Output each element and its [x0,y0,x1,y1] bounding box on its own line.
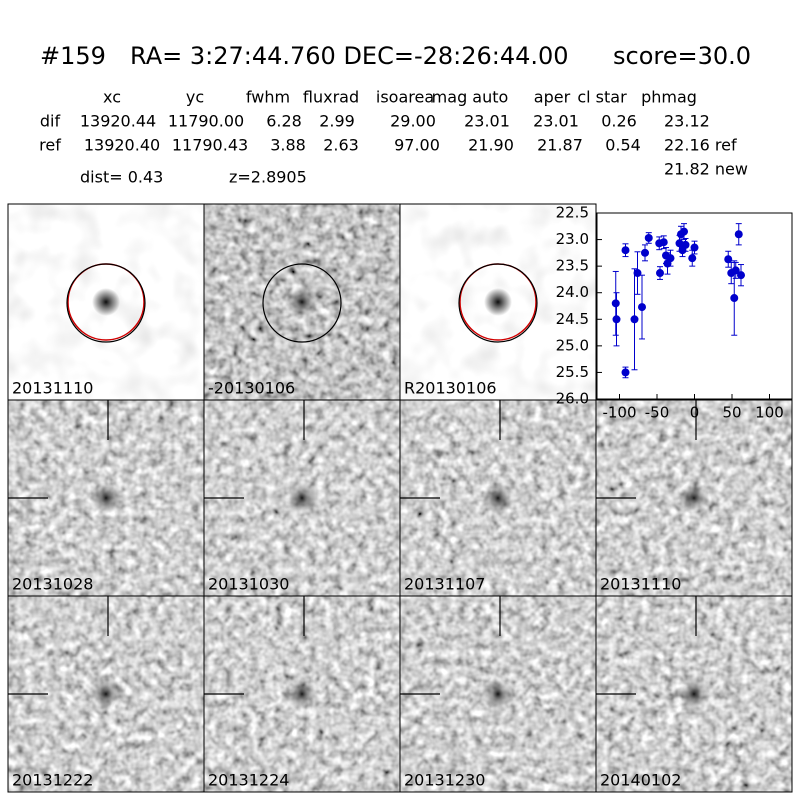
panel-label: 20131107 [404,575,485,594]
column-header: yc [186,88,204,107]
x-tick-label: 100 [755,404,784,422]
cell: 13920.44 [80,112,156,131]
point [611,299,620,308]
source [678,678,710,710]
cell: 22.16 ref [664,136,737,155]
source [286,286,318,318]
aperture [66,263,146,343]
coordinates: RA= 3:27:44.760 DEC=-28:26:44.00 [130,42,569,70]
panel-label: 20131110 [12,379,93,398]
x-tick-label: -50 [645,404,670,422]
y-tick-label: 25.0 [556,336,589,354]
point [731,266,740,275]
y-tick-label: 24.5 [556,310,589,328]
y-tick-label: 25.5 [556,363,589,381]
cell: 21.87 [537,136,583,155]
dist: dist= 0.43 [80,168,163,187]
point [638,303,646,312]
source [484,288,512,316]
x-tick-label: 50 [722,404,741,422]
source [482,678,514,710]
panel-label: 20131222 [12,771,93,790]
point [690,243,699,252]
panel-label: 20131230 [404,771,485,790]
column-header: xc [103,88,121,107]
column-header: mag auto [432,88,509,107]
phmag-new: 21.82 new [664,160,748,179]
point [659,238,668,247]
column-header: aper [534,88,571,107]
point [641,248,649,257]
point [734,230,743,239]
source [90,678,122,710]
source [286,482,318,514]
point [688,254,697,263]
panel-label: 20131028 [12,575,93,594]
point [681,240,690,249]
point [680,227,688,236]
panel-label: 20131110 [600,575,681,594]
column-header: cl star [577,88,627,107]
y-tick-label: 22.5 [556,204,589,222]
source [286,678,318,710]
point [633,269,642,278]
point [724,255,733,264]
source [92,288,120,316]
y-tick-label: 26.0 [556,390,589,408]
cell: 0.54 [605,136,641,155]
panel-label: 20131030 [208,575,289,594]
point [630,315,639,324]
aperture [262,263,342,343]
cell: 23.12 [664,112,710,131]
point [621,246,630,255]
cell: 13920.40 [84,136,160,155]
point [737,271,745,280]
y-tick-label: 23.0 [556,230,589,248]
object-id: #159 [40,42,106,70]
cell: 3.88 [270,136,306,155]
x-tick-label: 0 [690,404,700,422]
column-header: isoarea [376,88,434,107]
column-header: fluxrad [303,88,359,107]
cell: 29.00 [390,112,436,131]
aperture [458,263,538,343]
source [678,482,710,514]
redshift: z=2.8905 [229,168,307,187]
cell: 11790.00 [168,112,244,131]
cell: 23.01 [464,112,510,131]
source [482,482,514,514]
frame [595,595,793,793]
x-tick-label: -100 [602,404,636,422]
point [621,368,630,377]
point [730,294,739,303]
row-label: dif [40,112,61,131]
row-label: ref [39,136,61,155]
cell: 2.99 [319,112,355,131]
column-header: fwhm [246,88,290,107]
cell: 21.90 [468,136,514,155]
panel-label: R20130106 [404,379,497,398]
point [656,269,664,278]
y-tick-label: 23.5 [556,257,589,275]
cell: 2.63 [323,136,359,155]
cell: 11790.43 [172,136,248,155]
point [612,315,621,324]
point [666,254,675,263]
panel-label: -20130106 [208,379,295,398]
column-header: phmag [641,88,697,107]
panel-label: 20140102 [600,771,681,790]
cell: 23.01 [533,112,579,131]
source [90,482,122,514]
cell: 6.28 [266,112,302,131]
cell: 97.00 [394,136,440,155]
y-tick-label: 24.0 [556,283,589,301]
point [644,233,653,242]
panel-label: 20131224 [208,771,289,790]
cell: 0.26 [601,112,637,131]
score: score=30.0 [613,42,751,70]
